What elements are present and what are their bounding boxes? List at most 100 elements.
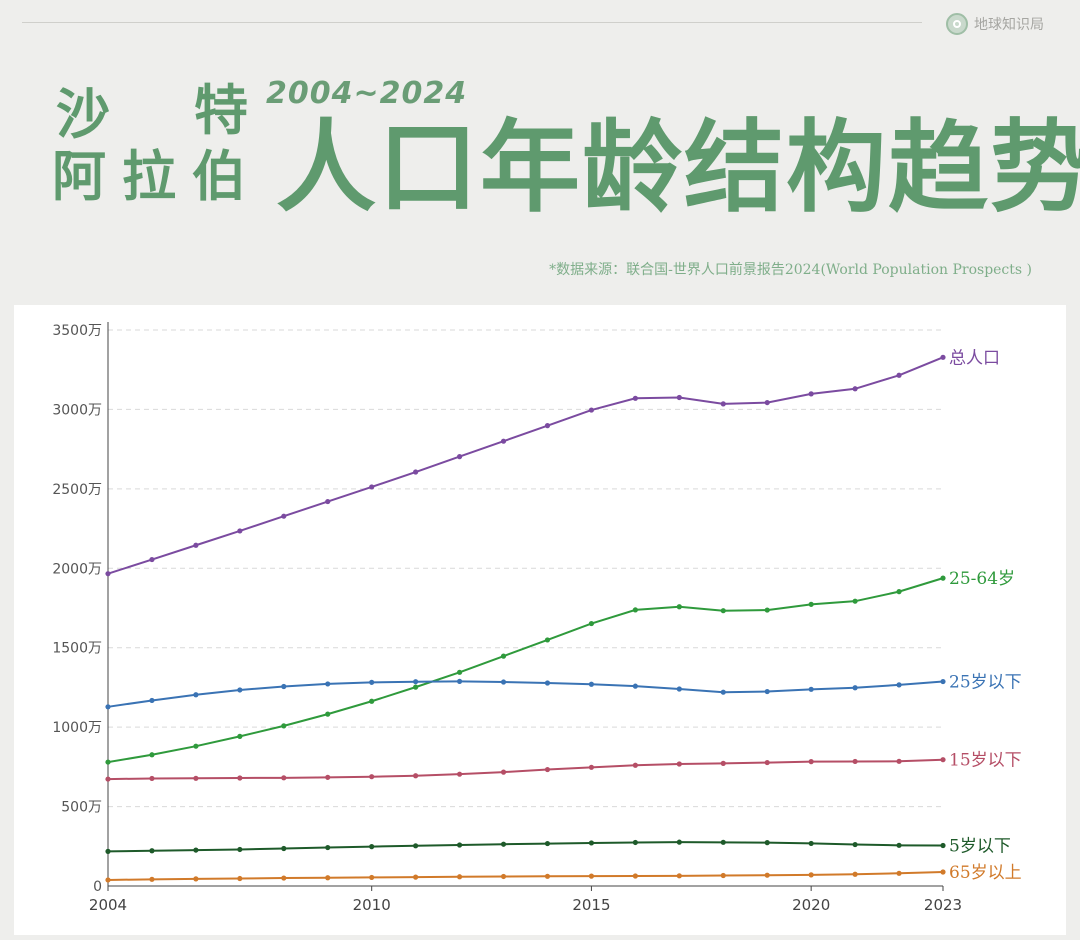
data-point (632, 839, 638, 846)
data-point (632, 762, 638, 768)
data-point (281, 845, 287, 852)
data-point (105, 571, 111, 577)
x-tick-label: 2023 (924, 896, 962, 914)
data-point (940, 842, 946, 849)
data-point (588, 873, 595, 879)
data-point (369, 484, 375, 490)
data-point (281, 683, 287, 690)
data-point (237, 687, 243, 693)
data-point (764, 759, 770, 766)
data-point (105, 759, 111, 765)
y-tick-label: 2000万 (52, 561, 102, 577)
data-point (720, 839, 726, 845)
data-point (852, 598, 858, 604)
data-point (369, 679, 375, 685)
data-source-note: *数据来源：联合国-世界人口前景报告2024(World Population … (549, 262, 1032, 278)
y-tick-label: 500万 (61, 800, 102, 816)
data-point (149, 697, 155, 704)
data-point (369, 874, 375, 881)
data-point (237, 875, 243, 882)
data-point (456, 874, 463, 880)
data-point (500, 873, 507, 880)
data-point (676, 873, 682, 879)
data-point (940, 354, 946, 360)
data-point (193, 775, 199, 781)
data-point (369, 774, 375, 780)
brand-name: 地球知识局 (974, 17, 1044, 33)
y-tick-label: 2500万 (52, 482, 102, 498)
data-point (940, 575, 946, 581)
data-point (413, 843, 419, 849)
data-point (896, 758, 902, 764)
data-point (808, 601, 814, 607)
data-point (720, 872, 726, 879)
data-point (544, 873, 551, 879)
data-point (852, 685, 858, 691)
data-point (149, 752, 155, 758)
data-point (896, 589, 902, 595)
data-point (852, 871, 858, 877)
data-point (632, 683, 638, 689)
data-point (632, 873, 638, 879)
x-tick-label: 2004 (89, 896, 127, 914)
data-point (896, 842, 902, 848)
data-point (808, 840, 814, 847)
data-point (193, 542, 199, 548)
data-point (500, 679, 507, 685)
data-point (237, 528, 243, 534)
data-point (413, 679, 419, 685)
series-end-label: 5岁以下 (949, 836, 1011, 856)
y-tick-label: 1500万 (52, 641, 102, 657)
data-point (413, 773, 419, 779)
data-point (149, 876, 155, 882)
data-point (852, 841, 858, 848)
series-line (107, 577, 944, 764)
data-point (413, 684, 419, 690)
data-point (325, 711, 331, 717)
title-year-range: 2004~2024 (266, 76, 468, 111)
data-point (456, 842, 463, 848)
data-point (281, 775, 287, 781)
data-point (237, 775, 243, 781)
data-point (281, 875, 287, 881)
data-point (105, 848, 111, 854)
brand-logo: 地球知识局 (946, 12, 1044, 36)
y-tick-label: 3000万 (52, 402, 102, 418)
data-point (500, 653, 507, 659)
data-point (193, 743, 199, 749)
title-country-char: 特 (194, 79, 248, 142)
data-point (149, 848, 155, 854)
chart-panel (14, 305, 1066, 935)
data-point (764, 840, 770, 846)
data-point (896, 682, 902, 688)
data-point (500, 438, 507, 444)
data-point (896, 870, 902, 876)
data-point (896, 372, 902, 378)
series-line (107, 758, 944, 781)
data-point (456, 678, 463, 684)
data-point (632, 395, 638, 401)
series-end-label: 25-64岁 (949, 569, 1015, 589)
data-point (325, 875, 331, 881)
data-point (676, 686, 682, 692)
data-point (940, 869, 946, 875)
data-point (105, 704, 111, 710)
data-point (852, 758, 858, 765)
data-point (325, 681, 331, 687)
data-point (940, 757, 946, 763)
data-point (413, 469, 419, 475)
series-end-label: 25岁以下 (949, 673, 1022, 693)
data-point (720, 608, 726, 614)
data-point (281, 513, 287, 519)
data-point (676, 394, 682, 401)
series-end-label: 总人口 (949, 348, 1000, 368)
top-rule (22, 22, 922, 23)
y-tick-label: 0 (93, 879, 102, 895)
data-point (808, 759, 814, 765)
data-point (413, 874, 419, 880)
data-point (105, 776, 111, 782)
title-country-char: 伯 (192, 145, 246, 208)
data-point (193, 847, 199, 853)
data-point (237, 733, 243, 739)
page-title: 人口年龄结构趋势 (276, 109, 1080, 226)
